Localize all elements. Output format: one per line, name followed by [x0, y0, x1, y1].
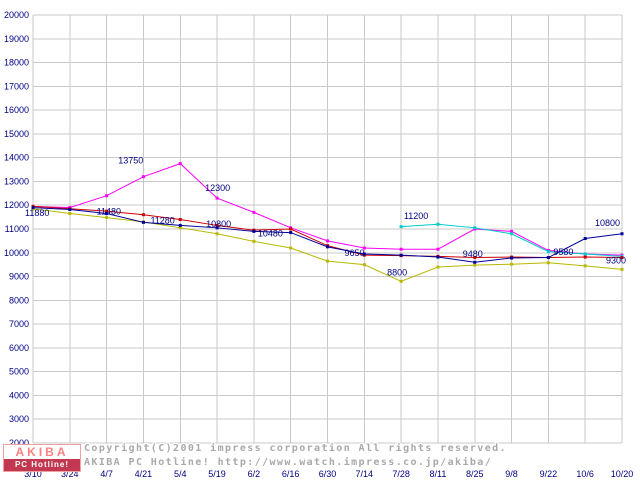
series-blue [31, 206, 624, 264]
data-label: 9300 [606, 255, 626, 265]
data-label: 10800 [206, 219, 231, 229]
y-axis-label: 17000 [4, 81, 29, 91]
data-label: 11200 [404, 211, 428, 221]
x-axis-label: 9/8 [505, 469, 518, 479]
axis-labels: 2000 3000 4000 5000 6000 7000 8000 9000 10000 110… [4, 10, 633, 479]
y-axis-label: 7000 [9, 319, 29, 329]
y-axis-label: 18000 [4, 58, 29, 68]
data-label: 9580 [553, 247, 573, 257]
series-line-yellow [32, 208, 623, 282]
y-axis-label: 11000 [5, 224, 29, 234]
site-url-text: AKIBA PC Hotline! http://www.watch.impre… [84, 457, 493, 468]
x-axis-label: 8/11 [430, 469, 447, 479]
x-axis-label: 5/4 [174, 469, 187, 479]
data-label: 10800 [595, 218, 620, 228]
y-axis-label: 15000 [4, 129, 29, 139]
data-label: 9480 [463, 249, 483, 259]
data-label: 13750 [118, 156, 143, 166]
x-axis-label: 9/22 [540, 469, 558, 479]
x-axis-label: 6/16 [282, 469, 300, 479]
y-axis-label: 5000 [9, 367, 29, 377]
data-labels: 11880 13750 11480 11280 12300 10800 10480 9650 8… [25, 156, 626, 278]
y-axis-label: 14000 [4, 153, 29, 163]
data-label: 12300 [205, 183, 230, 193]
x-axis-label: 4/21 [135, 469, 153, 479]
x-axis-label: 7/14 [356, 469, 374, 479]
x-axis-label: 3/24 [61, 469, 79, 479]
series-line-magenta [32, 163, 623, 256]
data-label: 9650 [345, 248, 365, 258]
series-line-cyan [401, 223, 623, 257]
y-axis-label: 13000 [4, 176, 29, 186]
data-label: 11880 [25, 208, 49, 218]
y-axis-label: 20000 [4, 10, 29, 20]
logo-pc-hotline-text: PC Hotline! [4, 459, 80, 471]
y-axis-label: 9000 [9, 272, 29, 282]
x-axis-label: 3/10 [24, 469, 42, 479]
akiba-pc-hotline-logo: AKIBA PC Hotline! [3, 444, 81, 472]
y-axis-label: 10000 [4, 248, 29, 258]
y-axis-label: 3000 [9, 414, 29, 424]
x-axis-label: 6/2 [248, 469, 261, 479]
x-axis-label: 10/6 [576, 469, 594, 479]
x-axis-label: 10/20 [611, 469, 634, 479]
gridlines [32, 14, 623, 444]
series-line-blue [32, 207, 623, 263]
y-axis-label: 19000 [4, 34, 29, 44]
watermark: Copyright(C)2001 impress corporation All… [84, 442, 507, 470]
y-axis-label: 6000 [9, 343, 29, 353]
data-label: 11480 [97, 207, 121, 217]
x-axis-label: 8/25 [466, 469, 484, 479]
y-axis-label: 4000 [9, 390, 29, 400]
x-axis-label: 4/7 [100, 469, 113, 479]
x-axis-label: 6/30 [319, 469, 337, 479]
data-label: 10480 [258, 228, 283, 238]
logo-akiba-text: AKIBA [15, 445, 69, 459]
data-label: 11280 [150, 215, 174, 225]
x-axis-label: 5/19 [208, 469, 226, 479]
x-axis-label: 7/28 [392, 469, 410, 479]
y-axis-label: 12000 [4, 200, 29, 210]
y-axis-label: 8000 [9, 295, 29, 305]
y-axis-label: 16000 [4, 105, 29, 115]
data-label: 8800 [387, 267, 407, 277]
copyright-text: Copyright(C)2001 impress corporation All… [84, 443, 507, 454]
y-axis-label: 2000 [9, 438, 29, 448]
